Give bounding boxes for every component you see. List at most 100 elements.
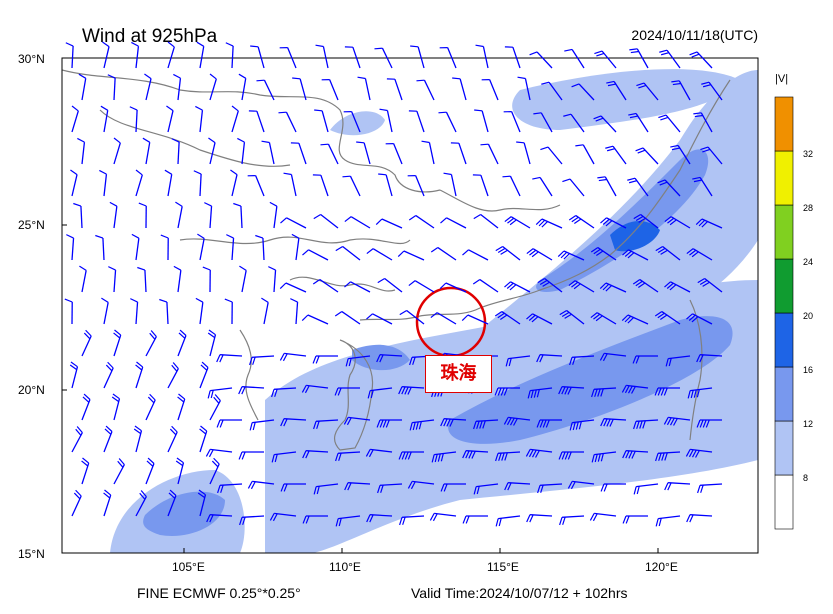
wind-feather bbox=[252, 356, 256, 365]
wind-barb bbox=[601, 50, 617, 69]
wind-feather bbox=[404, 386, 409, 395]
wind-feather bbox=[171, 138, 180, 143]
wind-feather bbox=[225, 42, 234, 47]
wind-feather bbox=[345, 358, 349, 367]
wind-feather bbox=[73, 202, 82, 207]
wind-barb bbox=[71, 110, 79, 133]
wind-barb bbox=[498, 515, 521, 520]
wind-feather bbox=[625, 515, 630, 524]
wind-feather bbox=[252, 422, 256, 431]
wind-feather bbox=[535, 218, 543, 226]
wind-barb bbox=[319, 279, 339, 293]
wind-feather bbox=[689, 51, 698, 56]
wind-feather bbox=[83, 332, 91, 340]
wind-feather bbox=[564, 451, 569, 460]
wind-barb bbox=[501, 311, 521, 325]
wind-feather bbox=[315, 44, 324, 48]
wind-feather bbox=[573, 283, 581, 290]
wind-feather bbox=[561, 451, 566, 460]
wind-barb bbox=[445, 282, 467, 293]
wind-feather bbox=[691, 316, 699, 323]
wind-barb bbox=[220, 354, 243, 357]
wind-feather bbox=[669, 417, 675, 426]
wind-feather bbox=[407, 481, 413, 489]
wind-feather bbox=[594, 50, 603, 55]
wind-feather bbox=[540, 484, 544, 493]
wind-barb bbox=[434, 512, 457, 517]
wind-feather bbox=[567, 481, 573, 489]
wind-barb bbox=[284, 418, 307, 421]
wind-feather bbox=[594, 388, 598, 397]
wind-barb bbox=[594, 512, 617, 517]
wind-barb bbox=[512, 46, 521, 69]
wind-feather bbox=[540, 146, 549, 151]
wind-feather bbox=[144, 73, 152, 80]
wind-feather bbox=[131, 41, 139, 47]
wind-feather bbox=[134, 425, 142, 432]
wind-feather bbox=[597, 388, 601, 397]
wind-feather bbox=[173, 73, 181, 79]
wind-barb bbox=[594, 387, 617, 390]
wind-barb bbox=[481, 110, 489, 133]
wind-barb bbox=[144, 269, 147, 293]
wind-barb bbox=[285, 111, 297, 133]
wind-barb bbox=[103, 302, 109, 325]
wind-barb bbox=[626, 384, 649, 389]
wind-feather bbox=[600, 418, 605, 427]
wind-feather bbox=[312, 355, 317, 364]
wind-barb bbox=[241, 270, 247, 293]
wind-feather bbox=[344, 281, 351, 288]
wind-feather bbox=[629, 48, 638, 51]
wind-feather bbox=[605, 145, 614, 149]
wind-feather bbox=[561, 386, 566, 395]
wind-feather bbox=[526, 248, 534, 255]
wind-feather bbox=[178, 393, 186, 400]
wind-barb bbox=[381, 218, 403, 229]
wind-feather bbox=[280, 217, 287, 224]
wind-feather bbox=[636, 420, 640, 429]
wind-feather bbox=[171, 364, 178, 372]
wind-barb bbox=[458, 142, 467, 165]
wind-feather bbox=[593, 313, 601, 320]
wind-barb bbox=[402, 515, 425, 518]
wind-feather bbox=[129, 106, 138, 111]
wind-feather bbox=[64, 298, 73, 303]
wind-barb bbox=[381, 47, 393, 69]
wind-feather bbox=[367, 390, 371, 399]
wind-barb bbox=[252, 355, 275, 358]
wind-barb bbox=[690, 387, 713, 392]
wind-feather bbox=[118, 458, 125, 465]
wind-feather bbox=[700, 146, 709, 151]
wind-barb bbox=[273, 206, 278, 229]
wind-barb bbox=[380, 483, 403, 486]
wind-feather bbox=[690, 390, 694, 399]
wind-feather bbox=[702, 419, 707, 428]
wind-barb bbox=[566, 309, 585, 325]
wind-barb bbox=[459, 78, 467, 101]
model-caption: FINE ECMWF 0.25°*0.25° bbox=[137, 585, 301, 601]
wind-feather bbox=[374, 47, 383, 50]
wind-feather bbox=[592, 513, 598, 522]
wind-feather bbox=[666, 282, 674, 289]
wind-feather bbox=[334, 311, 343, 317]
wind-barb bbox=[220, 483, 243, 486]
wind-barb bbox=[349, 175, 361, 197]
wind-feather bbox=[107, 361, 114, 369]
wind-feather bbox=[600, 388, 604, 397]
wind-feather bbox=[70, 361, 78, 368]
wind-feather bbox=[376, 419, 381, 428]
wind-feather bbox=[628, 180, 638, 184]
wind-barb bbox=[699, 177, 713, 197]
wind-barb bbox=[393, 143, 403, 165]
wind-barb bbox=[274, 512, 297, 517]
wind-feather bbox=[609, 418, 614, 427]
wind-feather bbox=[696, 419, 701, 428]
wind-barb bbox=[135, 366, 144, 389]
wind-feather bbox=[432, 513, 438, 522]
legend-colorbar bbox=[774, 96, 794, 530]
wind-feather bbox=[334, 387, 339, 396]
wind-barb bbox=[582, 144, 595, 165]
wind-feather bbox=[702, 84, 712, 88]
wind-barb bbox=[394, 78, 403, 101]
wind-barb bbox=[696, 51, 713, 69]
